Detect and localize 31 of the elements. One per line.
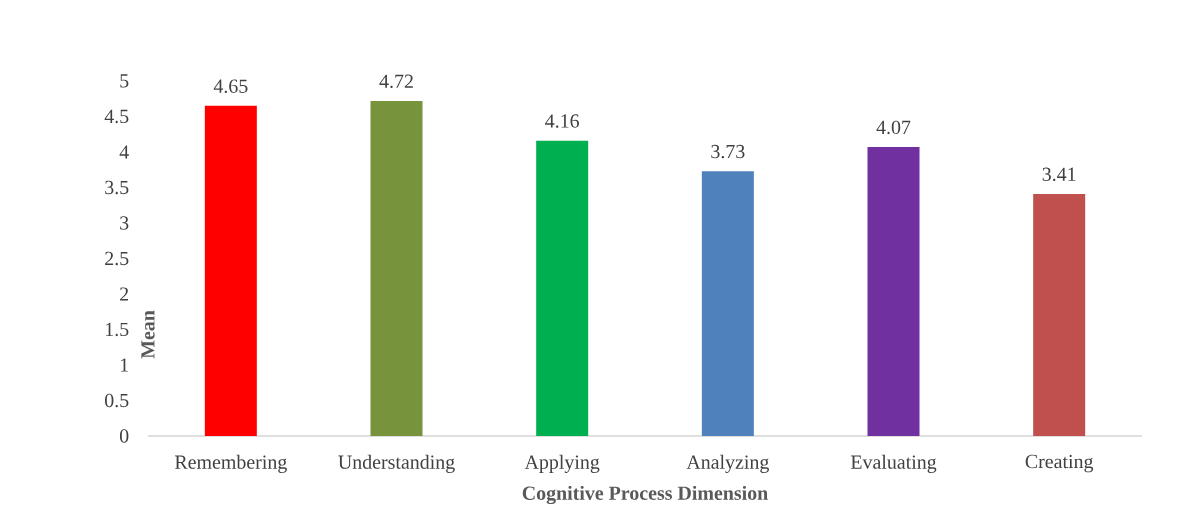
x-axis-title: Cognitive Process Dimension bbox=[522, 486, 768, 505]
bar bbox=[536, 140, 589, 437]
data-label: 3.41 bbox=[1042, 167, 1076, 182]
y-tick-label: 3 bbox=[120, 216, 129, 230]
y-tick-label: 4.5 bbox=[104, 109, 129, 124]
x-tick-label: Applying bbox=[524, 454, 600, 474]
bar bbox=[867, 147, 920, 437]
data-label: 4.72 bbox=[379, 74, 413, 89]
data-label: 3.73 bbox=[711, 144, 745, 159]
x-tick-label: Analyzing bbox=[686, 454, 769, 474]
x-tick-label: Remembering bbox=[174, 454, 287, 474]
bar bbox=[204, 105, 257, 437]
y-tick-label: 0 bbox=[119, 429, 129, 443]
x-tick-label: Understanding bbox=[338, 454, 455, 474]
y-tick-label: 5 bbox=[120, 74, 129, 88]
y-tick-label: 2.5 bbox=[105, 251, 129, 266]
y-tick-label: 2 bbox=[120, 287, 129, 301]
x-tick-label: Evaluating bbox=[850, 454, 937, 474]
data-label: 4.65 bbox=[213, 79, 248, 94]
bar bbox=[370, 101, 423, 437]
y-tick-label: 0.5 bbox=[105, 393, 129, 408]
bar bbox=[701, 171, 754, 437]
y-axis-title: Mean bbox=[141, 310, 155, 359]
y-tick-label: 3.5 bbox=[105, 180, 129, 195]
y-tick-label: 4 bbox=[119, 145, 129, 159]
bar bbox=[1033, 194, 1086, 437]
x-tick-label: Creating bbox=[1025, 454, 1094, 473]
y-tick-label: 1.5 bbox=[106, 322, 129, 337]
data-label: 4.07 bbox=[876, 120, 911, 135]
data-label: 4.16 bbox=[545, 114, 580, 128]
y-tick-label: 1 bbox=[120, 358, 128, 372]
